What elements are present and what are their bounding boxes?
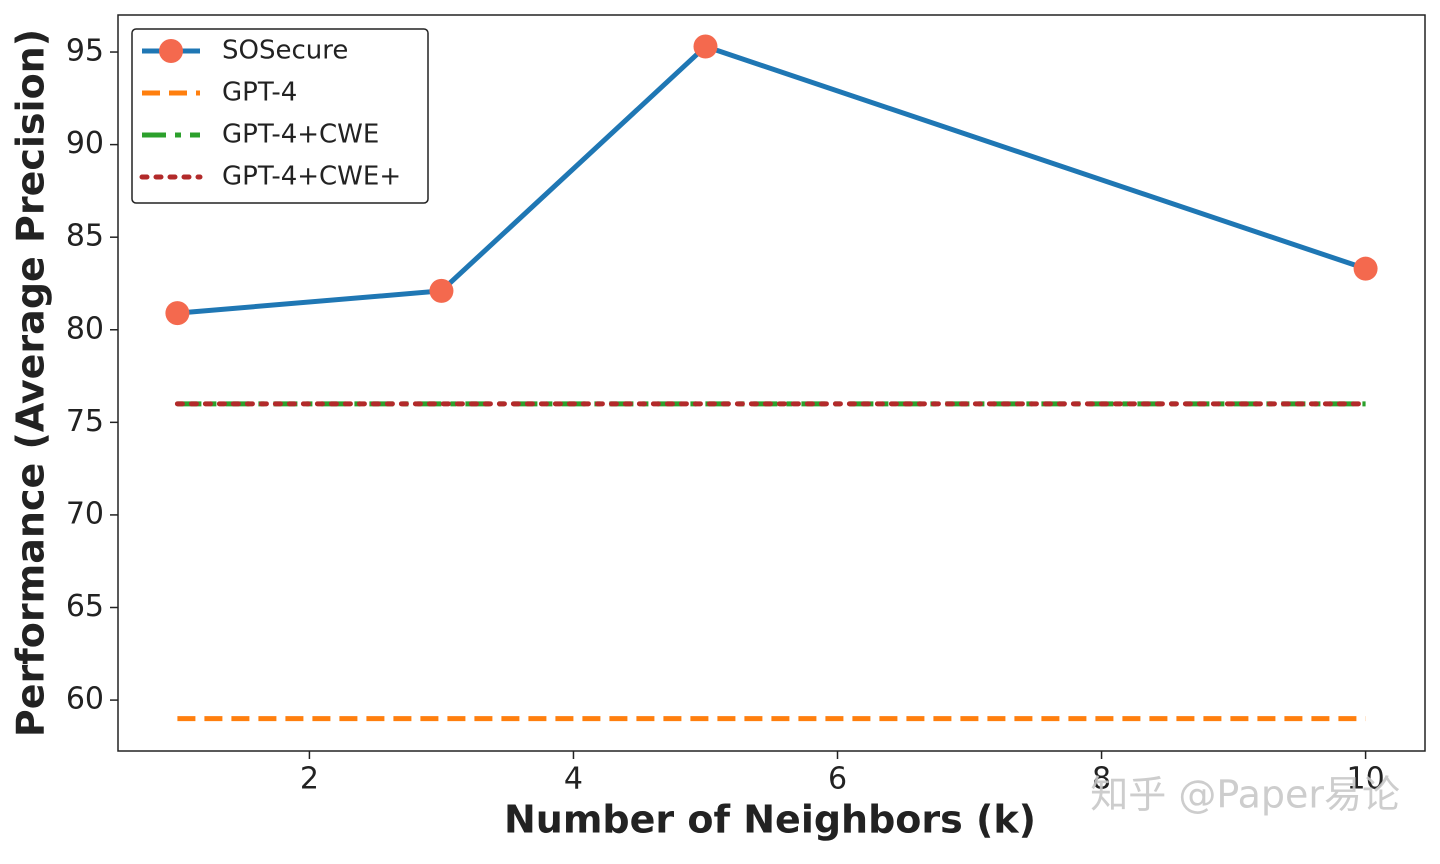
x-tick-label: 6 [828, 762, 847, 797]
y-tick-label: 70 [66, 496, 104, 531]
legend-box [131, 28, 429, 204]
plot-frame [117, 14, 1426, 752]
marker [165, 301, 190, 326]
series-line [177, 43, 1367, 316]
x-tick-label: 10 [1346, 762, 1384, 797]
marker [1353, 256, 1378, 281]
y-tick-label: 85 [66, 219, 104, 254]
y-tick-label: 60 [66, 682, 104, 717]
x-tick-label: 4 [564, 762, 583, 797]
legend-label: SOSecure [222, 36, 348, 66]
legend: SOSecure GPT-4 GPT-4+CWE GPT-4+CWE+ [131, 28, 429, 204]
y-tick-label: 95 [66, 34, 104, 69]
legend-label: GPT-4 [222, 78, 297, 108]
legend-marker [159, 39, 183, 63]
x-tick-label: 8 [1092, 762, 1111, 797]
marker [693, 34, 718, 59]
y-tick-label: 65 [66, 589, 104, 624]
watermark: 知乎 @Paper易论 [1090, 773, 1400, 817]
y-axis-label: Performance (Average Precision) [9, 29, 53, 737]
legend-label: GPT-4+CWE [222, 120, 379, 150]
x-tick-label: 2 [300, 762, 319, 797]
y-tick-label: 80 [66, 311, 104, 346]
marker [429, 278, 454, 303]
x-axis-label: Number of Neighbors (k) [504, 798, 1036, 842]
y-tick-label: 75 [66, 404, 104, 439]
legend-label: GPT-4+CWE+ [222, 162, 401, 192]
y-tick-label: 90 [66, 126, 104, 161]
